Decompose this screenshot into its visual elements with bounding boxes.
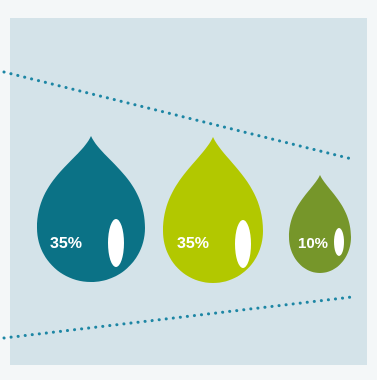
drop-2-highlight bbox=[235, 220, 251, 268]
drop-3-label: 10% bbox=[298, 235, 328, 252]
drop-3: 10% bbox=[289, 175, 351, 273]
drop-3-highlight bbox=[334, 228, 344, 256]
funnel-bottom-line bbox=[2, 295, 354, 340]
drop-2: 35% bbox=[163, 137, 263, 283]
drop-1-highlight bbox=[108, 219, 124, 267]
drop-1-label: 35% bbox=[50, 235, 82, 252]
drop-1-shape bbox=[37, 136, 145, 282]
drop-2-label: 35% bbox=[177, 235, 209, 252]
drop-3-shape bbox=[289, 175, 351, 273]
funnel-top-line bbox=[2, 70, 354, 161]
drop-1: 35% bbox=[37, 136, 145, 282]
